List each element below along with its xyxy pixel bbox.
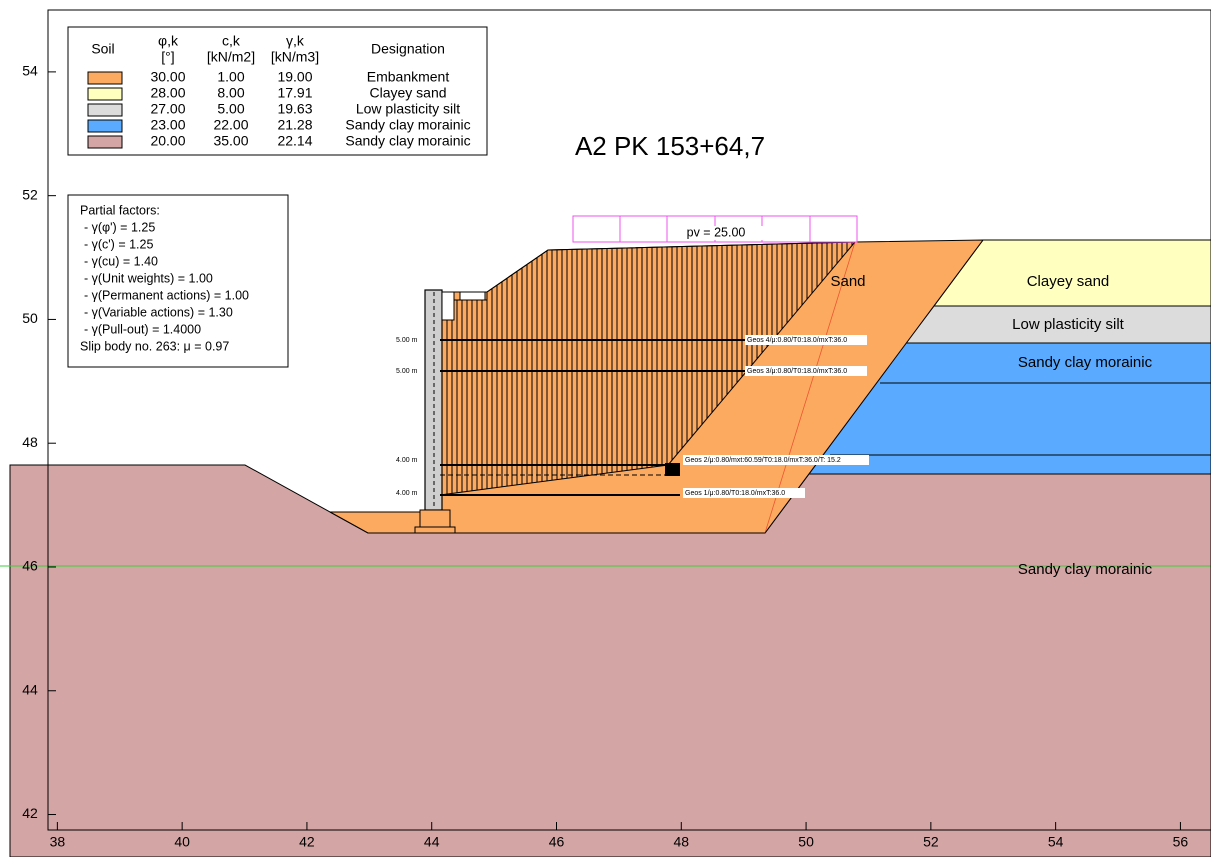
legend-c: 8.00 (217, 85, 244, 101)
x-tick-label: 42 (299, 834, 315, 850)
geogrid-label: Geos 1/μ:0.80/T0:18.0/mxT:36.0 (685, 490, 785, 497)
partial-factor: - γ(Variable actions) = 1.30 (84, 305, 233, 319)
legend-gamma: 17.91 (277, 85, 312, 101)
legend: Soil φ,k [°] c,k [kN/m2] γ,k [kN/m3] Des… (91, 33, 445, 65)
geogrid-depth: 5.00 m (396, 337, 418, 344)
geogrid-depth: 5.00 m (396, 368, 418, 375)
geogrid-label: Geos 3/μ:0.80/T0:18.0/mxT:36.0 (747, 368, 847, 375)
region-label: Low plasticity silt (1012, 316, 1125, 333)
region-label: Clayey sand (1027, 273, 1110, 290)
partial-factors-title: Partial factors: (80, 203, 160, 217)
legend-phi: 23.00 (150, 117, 185, 133)
partial-factor: - γ(Unit weights) = 1.00 (84, 271, 213, 285)
region-label: Sand (830, 273, 865, 290)
legend-c: 1.00 (217, 69, 244, 85)
drain (459, 291, 486, 301)
partial-factor: - γ(cu) = 1.40 (84, 254, 158, 268)
legend-phi: 28.00 (150, 85, 185, 101)
legend-box (67, 26, 488, 156)
legend-swatch (87, 119, 123, 133)
y-tick-label: 42 (22, 805, 38, 821)
legend-swatch (87, 87, 123, 101)
legend-c: 5.00 (217, 101, 244, 117)
legend-header: Designation (371, 41, 445, 57)
legend-swatch (87, 103, 123, 117)
geogrid-label-bg (683, 455, 869, 465)
legend-swatch (87, 71, 123, 85)
legend-header: Soil (91, 41, 114, 57)
x-tick-label: 46 (549, 834, 565, 850)
surface-load: pv = 25.00 (572, 215, 858, 243)
partial-factor: Slip body no. 263: μ = 0.97 (80, 339, 229, 353)
y-tick-label: 44 (22, 681, 38, 697)
legend-header: φ,k (158, 33, 179, 49)
slip-line (764, 241, 856, 534)
legend-header: [°] (161, 49, 174, 65)
anchor-block (665, 463, 680, 476)
geogrid-depth: 4.00 m (396, 457, 418, 464)
geogrid-label-bg (683, 488, 805, 498)
x-tick-label: 52 (923, 834, 939, 850)
x-tick-label: 44 (424, 834, 440, 850)
title: A2 PK 153+64,7 (575, 131, 765, 161)
footing-base (414, 526, 456, 534)
legend-header: [kN/m2] (207, 49, 255, 65)
load-label-bg (668, 226, 764, 240)
legend-gamma: 22.14 (277, 133, 312, 149)
partial-factor: - γ(Permanent actions) = 1.00 (84, 288, 249, 302)
legend-header: [kN/m3] (271, 49, 319, 65)
geogrid-label: Geos 4/μ:0.80/T0:18.0/mxT:36.0 (747, 337, 847, 344)
geogrid-label-bg (745, 366, 867, 376)
legend-c: 35.00 (213, 133, 248, 149)
x-tick-label: 54 (1048, 834, 1064, 850)
legend-designation: Embankment (367, 69, 450, 85)
footing (419, 509, 451, 528)
y-tick-label: 46 (22, 558, 38, 574)
legend-header: γ,k (286, 33, 305, 49)
legend-gamma: 21.28 (277, 117, 312, 133)
geogrid-label-bg (745, 335, 867, 345)
legend-swatch (87, 135, 123, 149)
geogrid-depth: 4.00 m (396, 490, 418, 497)
partial-factor: - γ(φ') = 1.25 (84, 220, 155, 234)
geogrid-label: Geos 2/μ:0.80/mxt:60.59/T0:18.0/mxT:36.0… (685, 457, 841, 464)
legend-header: c,k (222, 33, 241, 49)
x-tick-label: 56 (1173, 834, 1189, 850)
legend-phi: 20.00 (150, 133, 185, 149)
legend-designation: Clayey sand (369, 85, 446, 101)
legend-phi: 30.00 (150, 69, 185, 85)
legend-c: 22.00 (213, 117, 248, 133)
coping (441, 291, 455, 321)
region-label: Sandy clay morainic (1018, 354, 1153, 371)
y-tick-label: 48 (22, 434, 38, 450)
legend-gamma: 19.00 (277, 69, 312, 85)
y-tick-label: 52 (22, 186, 38, 202)
legend-designation: Sandy clay morainic (345, 133, 470, 149)
x-tick-label: 48 (673, 834, 689, 850)
y-tick-label: 50 (22, 310, 38, 326)
plot-frame (47, 9, 1211, 831)
legend-gamma: 19.63 (277, 101, 312, 117)
legend-phi: 27.00 (150, 101, 185, 117)
y-tick-label: 54 (22, 63, 38, 79)
legend-designation: Sandy clay morainic (345, 117, 470, 133)
legend-designation: Low plasticity silt (356, 101, 460, 117)
partial-factor: - γ(Pull-out) = 1.4000 (84, 322, 201, 336)
partial-factors-box (67, 194, 289, 368)
x-tick-label: 38 (50, 834, 66, 850)
region-label: Sandy clay morainic (1018, 561, 1153, 578)
reinforced-zone (439, 241, 857, 496)
x-tick-label: 50 (798, 834, 814, 850)
x-tick-label: 40 (174, 834, 190, 850)
load-label: pv = 25.00 (687, 225, 746, 239)
partial-factor: - γ(c') = 1.25 (84, 237, 153, 251)
